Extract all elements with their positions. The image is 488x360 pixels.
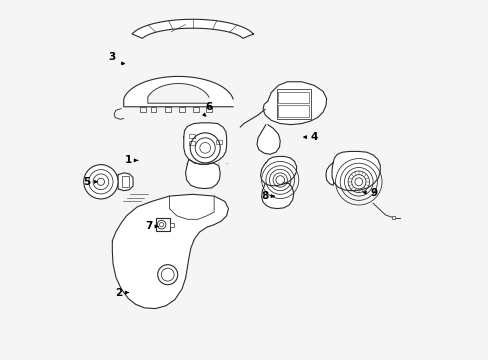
Polygon shape <box>132 19 253 39</box>
Bar <box>216 140 221 144</box>
Bar <box>156 218 170 231</box>
Bar <box>276 89 310 119</box>
Polygon shape <box>123 76 233 107</box>
Bar <box>170 222 173 227</box>
Polygon shape <box>185 159 220 189</box>
Bar <box>278 105 308 117</box>
Text: 4: 4 <box>310 132 317 142</box>
Polygon shape <box>257 125 280 154</box>
Polygon shape <box>263 82 326 125</box>
Text: 7: 7 <box>145 221 152 231</box>
Polygon shape <box>112 194 228 309</box>
Polygon shape <box>147 84 208 103</box>
Text: 6: 6 <box>205 102 212 112</box>
Circle shape <box>190 133 220 163</box>
Bar <box>164 107 170 112</box>
Text: 8: 8 <box>260 191 267 201</box>
Circle shape <box>157 220 165 229</box>
Bar <box>193 107 199 112</box>
Text: 2: 2 <box>115 288 122 297</box>
Circle shape <box>83 165 118 199</box>
Polygon shape <box>260 157 296 186</box>
Bar <box>189 134 194 138</box>
Circle shape <box>157 265 177 285</box>
Polygon shape <box>183 123 226 164</box>
Text: 1: 1 <box>124 156 132 165</box>
Polygon shape <box>331 152 380 191</box>
Text: 9: 9 <box>369 188 377 198</box>
Polygon shape <box>325 163 333 185</box>
Bar <box>189 141 194 145</box>
Text: 3: 3 <box>108 52 116 62</box>
Bar <box>391 216 394 219</box>
Polygon shape <box>118 173 133 191</box>
Text: 5: 5 <box>83 177 90 187</box>
Bar <box>179 107 184 112</box>
Bar <box>278 93 308 103</box>
Polygon shape <box>261 183 293 208</box>
Bar <box>205 107 211 112</box>
Bar <box>122 176 129 187</box>
Bar <box>150 107 156 112</box>
Bar <box>140 107 145 112</box>
